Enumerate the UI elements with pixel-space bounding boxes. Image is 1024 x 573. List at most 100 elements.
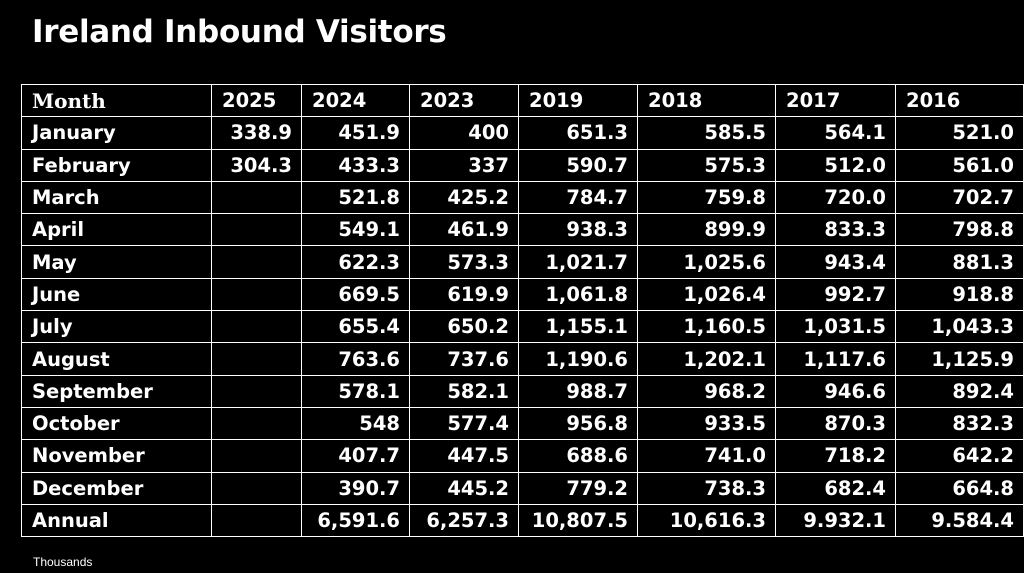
table-cell: 590.7 [518, 148, 638, 182]
table-cell [211, 180, 302, 215]
table-cell: 763.6 [301, 342, 410, 376]
column-header-year: 2023 [409, 83, 519, 118]
table-cell: 564.1 [775, 116, 896, 150]
row-label: August [21, 342, 212, 376]
table-cell: 1,025.6 [637, 245, 776, 279]
table-cell: 1,202.1 [637, 342, 776, 376]
table-cell: 451.9 [301, 116, 410, 150]
table-cell: 832.3 [895, 406, 1024, 441]
page-title: Ireland Inbound Visitors [32, 14, 447, 50]
table-cell: 1,021.7 [518, 245, 638, 279]
table-cell: 1,117.6 [775, 342, 896, 376]
table-cell: 1,061.8 [518, 277, 638, 312]
table-cell: 577.4 [409, 406, 519, 441]
table-cell: 447.5 [409, 439, 519, 473]
column-header-year: 2016 [895, 83, 1024, 118]
row-label: February [21, 148, 212, 182]
column-header-year: 2024 [301, 83, 410, 118]
table-cell: 400 [409, 116, 519, 150]
column-header-year: 2018 [637, 83, 776, 118]
table-cell: 578.1 [301, 374, 410, 408]
table-row: December 390.7 445.2 779.2 738.3 682.4 664.8 [21, 471, 1024, 505]
table-cell: 759.8 [637, 180, 776, 215]
table-cell: 425.2 [409, 180, 519, 215]
row-label: September [21, 374, 212, 408]
table-cell: 988.7 [518, 374, 638, 408]
table-cell: 548 [301, 406, 410, 441]
table-cell: 956.8 [518, 406, 638, 441]
table-cell: 669.5 [301, 277, 410, 312]
table-cell [211, 245, 302, 279]
table-cell: 655.4 [301, 310, 410, 344]
units-note: Thousands [33, 555, 93, 569]
table-cell [211, 310, 302, 344]
table-cell: 650.2 [409, 310, 519, 344]
table-cell: 968.2 [637, 374, 776, 408]
table-cell [211, 213, 302, 247]
row-label: November [21, 439, 212, 473]
table-cell: 512.0 [775, 148, 896, 182]
row-label: October [21, 406, 212, 441]
table-cell: 899.9 [637, 213, 776, 247]
table-row: October 548 577.4 956.8 933.5 870.3 832.3 [21, 406, 1024, 441]
table-cell: 521.8 [301, 180, 410, 215]
table-row: July 655.4 650.2 1,155.1 1,160.5 1,031.5 1,043… [21, 310, 1024, 344]
table-cell: 619.9 [409, 277, 519, 312]
table-cell: 946.6 [775, 374, 896, 408]
table-cell: 720.0 [775, 180, 896, 215]
table-cell: 798.8 [895, 213, 1024, 247]
table-row: February 304.3 433.3 337 590.7 575.3 512.0 561.… [21, 148, 1024, 182]
table-cell [211, 277, 302, 312]
row-label: January [21, 116, 212, 150]
table-cell: 642.2 [895, 439, 1024, 473]
table-cell: 943.4 [775, 245, 896, 279]
column-header-month: Month [21, 83, 212, 118]
table-cell: 10,616.3 [637, 503, 776, 538]
table-cell: 445.2 [409, 471, 519, 505]
row-label: April [21, 213, 212, 247]
table-cell: 585.5 [637, 116, 776, 150]
table-row: June 669.5 619.9 1,061.8 1,026.4 992.7 918.8 [21, 277, 1024, 312]
table-cell: 881.3 [895, 245, 1024, 279]
table-cell: 933.5 [637, 406, 776, 441]
table-cell [211, 406, 302, 441]
table-header-row: Month 2025 2024 2023 2019 2018 2017 2016 [21, 83, 1024, 118]
table-row: August 763.6 737.6 1,190.6 1,202.1 1,117.6 1,1… [21, 342, 1024, 376]
table-cell: 561.0 [895, 148, 1024, 182]
table-cell: 741.0 [637, 439, 776, 473]
visitors-table: Month 2025 2024 2023 2019 2018 2017 2016 Januar… [21, 83, 1024, 538]
table-cell: 737.6 [409, 342, 519, 376]
table-cell: 521.0 [895, 116, 1024, 150]
table-cell: 337 [409, 148, 519, 182]
table-row: May 622.3 573.3 1,021.7 1,025.6 943.4 881.3 [21, 245, 1024, 279]
table-cell: 784.7 [518, 180, 638, 215]
table-cell: 918.8 [895, 277, 1024, 312]
table-row: November 407.7 447.5 688.6 741.0 718.2 642.2 [21, 439, 1024, 473]
table-row-annual: Annual 6,591.6 6,257.3 10,807.5 10,616.3 9.93… [21, 503, 1024, 538]
table-cell: 433.3 [301, 148, 410, 182]
column-header-year: 2025 [211, 83, 302, 118]
row-label: May [21, 245, 212, 279]
table-cell: 1,125.9 [895, 342, 1024, 376]
table-cell [211, 439, 302, 473]
table-cell: 664.8 [895, 471, 1024, 505]
row-label: Annual [21, 503, 212, 538]
table-cell: 461.9 [409, 213, 519, 247]
column-header-year: 2019 [518, 83, 638, 118]
table-row: April 549.1 461.9 938.3 899.9 833.3 798.8 [21, 213, 1024, 247]
row-label: March [21, 180, 212, 215]
table-cell: 582.1 [409, 374, 519, 408]
table-cell: 1,155.1 [518, 310, 638, 344]
table-cell: 9.584.4 [895, 503, 1024, 538]
table-cell: 833.3 [775, 213, 896, 247]
table-cell: 870.3 [775, 406, 896, 441]
table-cell: 304.3 [211, 148, 302, 182]
table-cell: 1,160.5 [637, 310, 776, 344]
table-cell: 702.7 [895, 180, 1024, 215]
table-cell: 622.3 [301, 245, 410, 279]
row-label: June [21, 277, 212, 312]
table-cell: 779.2 [518, 471, 638, 505]
column-header-year: 2017 [775, 83, 896, 118]
table-cell: 688.6 [518, 439, 638, 473]
table-cell [211, 503, 302, 538]
